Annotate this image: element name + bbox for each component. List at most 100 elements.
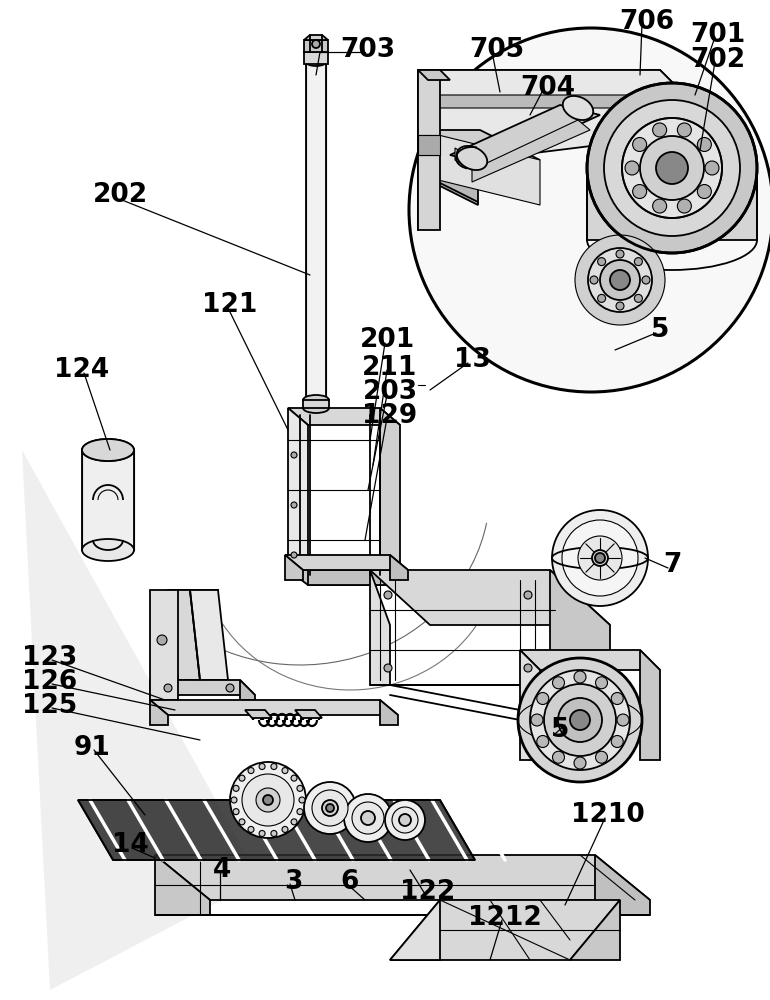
Text: 121: 121 [203,292,258,318]
Circle shape [291,552,297,558]
Text: 203: 203 [363,379,417,405]
Circle shape [259,830,265,836]
Circle shape [239,819,245,825]
Circle shape [575,235,665,325]
Polygon shape [155,855,650,900]
Circle shape [399,814,411,826]
Polygon shape [150,680,255,695]
Text: 706: 706 [619,9,675,35]
Circle shape [291,452,297,458]
Circle shape [678,199,691,213]
Circle shape [230,762,306,838]
Circle shape [242,774,294,826]
Polygon shape [78,800,475,860]
Circle shape [248,826,254,832]
Circle shape [384,664,392,672]
Circle shape [312,40,320,48]
Polygon shape [285,555,408,570]
Circle shape [248,768,254,774]
Polygon shape [288,570,400,585]
Polygon shape [370,570,610,625]
Text: 129: 129 [363,403,417,429]
Ellipse shape [306,58,326,66]
Text: 701: 701 [691,22,745,48]
Circle shape [304,782,356,834]
Polygon shape [245,710,272,718]
Text: 201: 201 [360,327,416,353]
Circle shape [392,807,418,833]
Text: 123: 123 [22,645,78,671]
Circle shape [617,714,629,726]
Text: 704: 704 [521,75,575,101]
Ellipse shape [457,146,487,170]
Polygon shape [380,700,398,725]
Polygon shape [520,650,540,760]
Circle shape [633,185,647,199]
Circle shape [634,294,642,302]
Text: 5: 5 [651,317,669,343]
Polygon shape [390,900,620,960]
Circle shape [653,123,667,137]
Polygon shape [285,555,303,580]
Circle shape [574,671,586,683]
Polygon shape [390,900,440,960]
Text: 126: 126 [22,669,78,695]
Text: 703: 703 [340,37,396,63]
Polygon shape [168,590,200,680]
Circle shape [322,800,338,816]
Polygon shape [304,40,328,52]
Circle shape [531,714,543,726]
Circle shape [271,764,277,770]
Circle shape [552,510,648,606]
Text: 705: 705 [470,37,524,63]
Circle shape [558,698,602,742]
Polygon shape [150,700,398,715]
Text: 1212: 1212 [468,905,542,931]
Bar [306,62,326,402]
Circle shape [587,83,757,253]
Circle shape [590,276,598,284]
Polygon shape [295,710,322,718]
Circle shape [553,751,564,763]
Circle shape [634,258,642,266]
Circle shape [616,250,624,258]
Ellipse shape [82,439,134,461]
Polygon shape [418,70,450,80]
Ellipse shape [82,539,134,561]
Polygon shape [150,700,168,725]
Polygon shape [418,135,440,155]
Circle shape [344,794,392,842]
Circle shape [604,100,740,236]
Polygon shape [550,570,610,685]
Text: 7: 7 [663,552,681,578]
Circle shape [705,161,719,175]
Circle shape [678,123,691,137]
Circle shape [530,670,630,770]
Polygon shape [418,70,440,230]
Circle shape [588,248,652,312]
Circle shape [312,790,348,826]
Ellipse shape [303,395,329,405]
Circle shape [622,118,722,218]
Polygon shape [455,148,472,170]
Polygon shape [22,450,260,990]
Polygon shape [304,35,328,40]
Circle shape [537,692,549,704]
Polygon shape [450,105,600,165]
Text: 13: 13 [454,347,490,373]
Bar [82,450,134,550]
Text: 202: 202 [92,182,148,208]
Circle shape [562,520,638,596]
Circle shape [291,819,297,825]
Circle shape [233,785,239,791]
Circle shape [595,751,608,763]
Circle shape [544,684,616,756]
Circle shape [233,809,239,815]
Polygon shape [640,650,660,760]
Text: 5: 5 [551,717,569,743]
Circle shape [698,137,711,151]
Circle shape [384,591,392,599]
Circle shape [642,276,650,284]
Circle shape [299,797,305,803]
Circle shape [259,764,265,770]
